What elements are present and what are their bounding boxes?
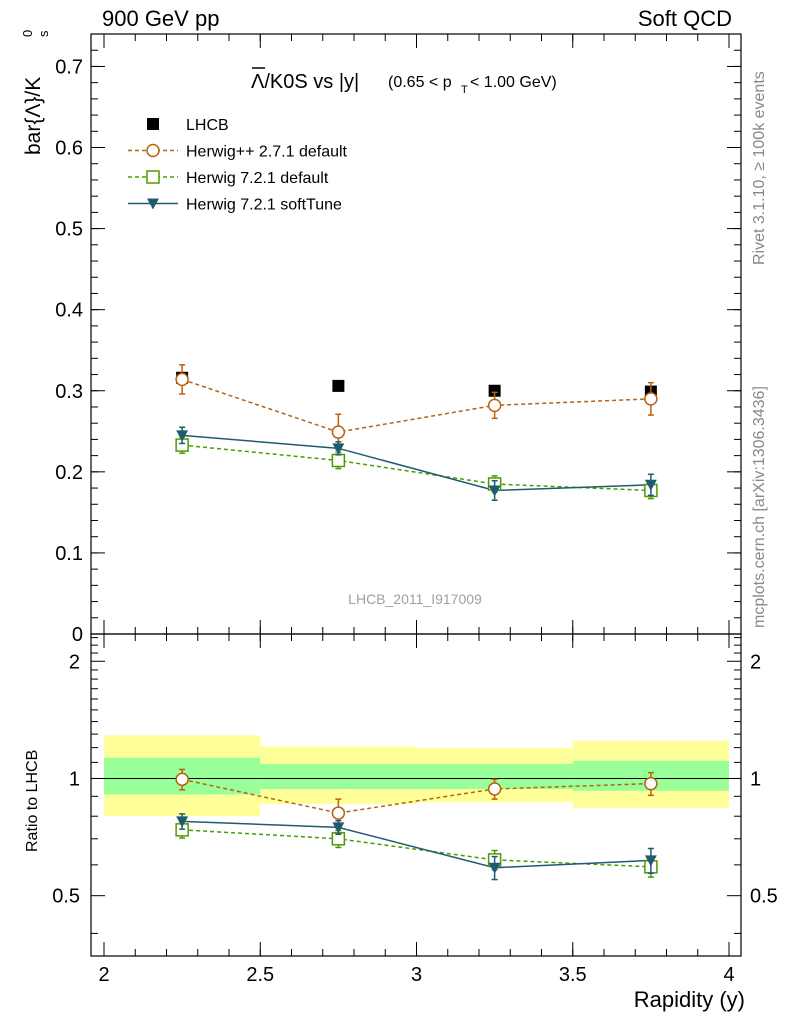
title-sub: (0.65 < p [388,74,452,91]
ylabel-text: bar{Λ}/K [22,77,45,155]
legend-marker [147,198,159,210]
ratio-tick-label-left: 1 [69,768,80,790]
data-point [487,398,502,413]
y-tick-label: 0 [72,624,83,646]
y-tick-label: 0.7 [55,56,83,78]
data-point [331,425,346,439]
ratio-tick-label-right: 1 [750,768,761,790]
ratio-tick-label-left: 0.5 [52,886,80,908]
analysis-watermark: LHCB_2011_I917009 [348,591,482,607]
series-line [182,829,651,868]
data-point [175,772,189,787]
main-title: Λ/K0S vs |y| (0.65 < p T < 1.00 GeV) [251,67,557,96]
legend-label: Herwig 7.2.1 softTune [186,197,342,214]
legend-marker [147,118,159,130]
data-point [331,453,346,468]
data-point [176,430,189,442]
series-line [182,444,651,492]
data-point [332,822,345,834]
x-tick-label: 4 [723,964,734,986]
band-inner [260,763,417,789]
series-lines [181,378,651,869]
ratio-bands [104,735,729,817]
data-point [488,862,501,874]
x-tick-label: 3.5 [559,964,587,986]
series-line [182,820,651,869]
ratio-ylabel: Ratio to LHCB [24,750,41,852]
y-tick-label: 0.4 [55,300,83,322]
x-tick-label: 2 [98,964,109,986]
data-point [644,776,658,791]
ratio-tick-label-left: 2 [69,651,80,673]
title-sub-index: T [461,84,468,96]
series-markers [175,364,658,881]
tick-labels: 2 2.5 3 3.5 4 0 0.1 0.2 0.3 0.4 0.5 0.6 0.7 0.5 0.5 1 1 2… [52,56,778,986]
series-line [181,778,651,814]
legend-label: LHCB [186,117,229,134]
legend-marker [146,170,160,184]
data-point [176,816,189,828]
title-main: Λ/K0S vs |y| [251,71,359,93]
data-point [488,384,501,397]
legend-marker [146,143,160,158]
main-ylabel: bar{Λ}/K 0 s [20,30,51,155]
data-point [175,372,189,387]
y-tick-label: 0.2 [55,462,83,484]
rivet-label: Rivet 3.1.10, ≥ 100k events [751,71,768,265]
ylabel-sup: 0 [20,30,35,37]
data-point [644,855,657,867]
legend-label: Herwig 7.2.1 default [186,170,329,187]
x-tick-label: 3 [411,964,422,986]
ylabel-sub: s [36,30,51,37]
mcplots-label: mcplots.cern.ch [arXiv:1306.3436] [751,386,768,628]
data-point [488,485,501,497]
y-tick-label: 0.3 [55,381,83,403]
axis-ticks [91,34,741,956]
title-sub-tail: < 1.00 GeV) [470,74,557,91]
legend-label: Herwig++ 2.7.1 default [186,144,348,161]
data-point [644,392,658,406]
data-point [331,806,346,820]
data-point [487,782,502,796]
xlabel: Rapidity (y) [634,987,745,1012]
header-left: 900 GeV pp [102,6,220,31]
ratio-tick-label-right: 0.5 [750,886,778,908]
data-point [332,379,345,392]
series-line [182,434,651,492]
legend: LHCB Herwig++ 2.7.1 default Herwig 7.2.1 d… [128,117,348,214]
data-point [332,443,345,455]
y-tick-label: 0.1 [55,543,83,565]
y-tick-label: 0.6 [55,138,83,160]
y-tick-label: 0.5 [55,219,83,241]
header-right: Soft QCD [637,6,732,31]
series-line [181,378,651,433]
ratio-tick-label-right: 2 [750,651,761,673]
x-tick-label: 2.5 [246,964,274,986]
data-point [644,479,657,491]
